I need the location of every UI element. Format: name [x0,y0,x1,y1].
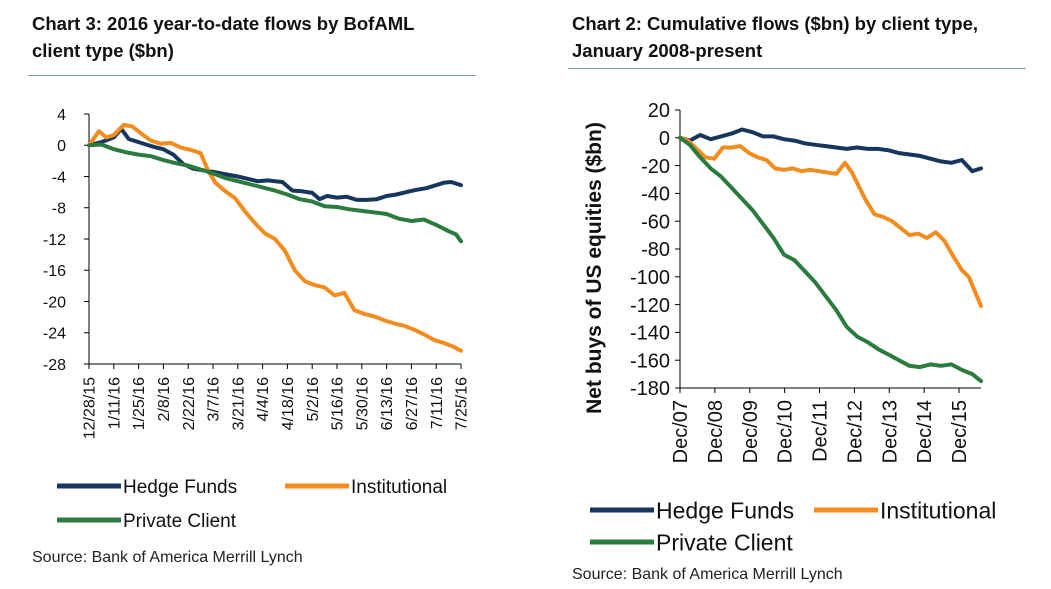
x-tick-label-left: 2/8/16 [156,377,173,422]
x-tick-label-left: 1/25/16 [131,377,148,430]
y-tick-label-right: -20 [641,156,670,178]
x-tick-label-right: Dec/07 [670,400,692,463]
legend-label-hedge-funds-left: Hedge Funds [123,477,237,498]
y-tick-label-left: -8 [52,201,66,218]
x-tick-label-left: 3/7/16 [206,377,223,422]
chart-panel-right: Chart 2: Cumulative flows ($bn) by clien… [552,0,1051,589]
y-tick-label-right: -140 [630,323,670,345]
x-tick-label-right: Dec/09 [740,400,762,463]
x-tick-label-right: Dec/08 [705,400,727,463]
y-tick-label-left: -28 [43,357,66,374]
y-tick-label-right: -180 [630,378,670,400]
y-tick-label-right: -80 [641,239,670,261]
x-tick-label-right: Dec/14 [914,400,936,463]
chart-title-right-line-2: January 2008-present [572,40,763,61]
legend-label-institutional-left: Institutional [351,477,447,498]
series-line-institutional-right [678,135,983,308]
y-tick-label-left: -16 [43,263,66,280]
x-tick-label-left: 4/4/16 [255,377,272,422]
series-line-private-client-left [87,142,463,244]
x-tick-label-right: Dec/10 [775,400,797,463]
chart-title-right-line-1: Chart 2: Cumulative flows ($bn) by clien… [572,13,979,34]
y-tick-label-right: -40 [641,184,670,206]
y-tick-label-left: 4 [57,107,66,124]
y-axis-title-right: Net buys of US equities ($bn) [583,122,606,414]
x-tick-label-left: 7/25/16 [454,377,471,430]
title-rule-right [568,68,1026,69]
x-tick-label-left: 6/27/16 [404,377,421,430]
chart-panel-left: Chart 3: 2016 year-to-date flows by BofA… [0,0,480,589]
y-tick-label-left: -4 [52,169,66,186]
x-tick-label-left: 5/2/16 [305,377,322,422]
title-rule-left [28,75,476,76]
x-tick-label-left: 3/21/16 [230,377,247,430]
chart-title-left-line-2: client type ($bn) [32,40,174,61]
y-tick-label-left: 0 [57,138,66,155]
legend-left: Hedge Funds Institutional Private Client [57,477,447,532]
x-tick-label-left: 12/28/15 [82,377,99,439]
series-line-private-client-right [678,135,983,384]
y-tick-label-left: -24 [43,326,66,343]
source-note-left: Source: Bank of America Merrill Lynch [32,549,303,566]
chart-title-left: Chart 3: 2016 year-to-date flows by BofA… [32,10,414,64]
x-tick-label-right: Dec/15 [949,400,971,463]
legend-label-private-client-left: Private Client [123,511,237,532]
series-line-institutional-left [87,122,463,353]
x-tick-label-left: 7/11/16 [429,377,446,429]
chart-left: 4 0 -4 -8 -12 -16 -20 -24 -28 12/28/15 1/11/16 1/25… [43,107,471,532]
chart-title-left-line-1: Chart 3: 2016 year-to-date flows by BofA… [32,13,415,34]
legend-label-hedge-funds-right: Hedge Funds [656,497,794,523]
y-tick-label-right: -100 [630,267,670,289]
y-tick-label-left: -20 [43,294,66,311]
legend-label-private-client-right: Private Client [656,529,793,555]
series-line-hedge-funds-right [678,127,983,174]
x-tick-label-left: 2/22/16 [181,377,198,430]
x-tick-label-right: Dec/13 [879,400,901,463]
chart-right: 200-20-40-60-80-100-120-140-160-180Dec/0… [583,100,996,555]
x-tick-label-right: Dec/11 [810,400,832,462]
source-note-right: Source: Bank of America Merrill Lynch [572,566,843,583]
x-tick-label-left: 5/30/16 [354,377,371,430]
y-tick-label-right: 20 [648,100,670,122]
y-tick-label-right: -120 [630,295,670,317]
y-tick-label-right: -60 [641,211,670,233]
legend-label-institutional-right: Institutional [880,497,996,523]
x-tick-label-right: Dec/12 [844,400,866,463]
series-line-hedge-funds-left [87,126,463,202]
y-tick-label-right: 0 [659,128,670,150]
y-tick-label-right: -160 [630,350,670,372]
y-tick-label-left: -12 [43,232,66,249]
x-tick-label-left: 5/16/16 [330,377,347,430]
legend-right: Hedge Funds Institutional Private Client [590,497,996,555]
x-tick-label-left: 6/13/16 [379,377,396,430]
x-tick-label-left: 1/11/16 [106,377,123,429]
chart-title-right: Chart 2: Cumulative flows ($bn) by clien… [572,10,978,64]
x-tick-label-left: 4/18/16 [280,377,297,430]
